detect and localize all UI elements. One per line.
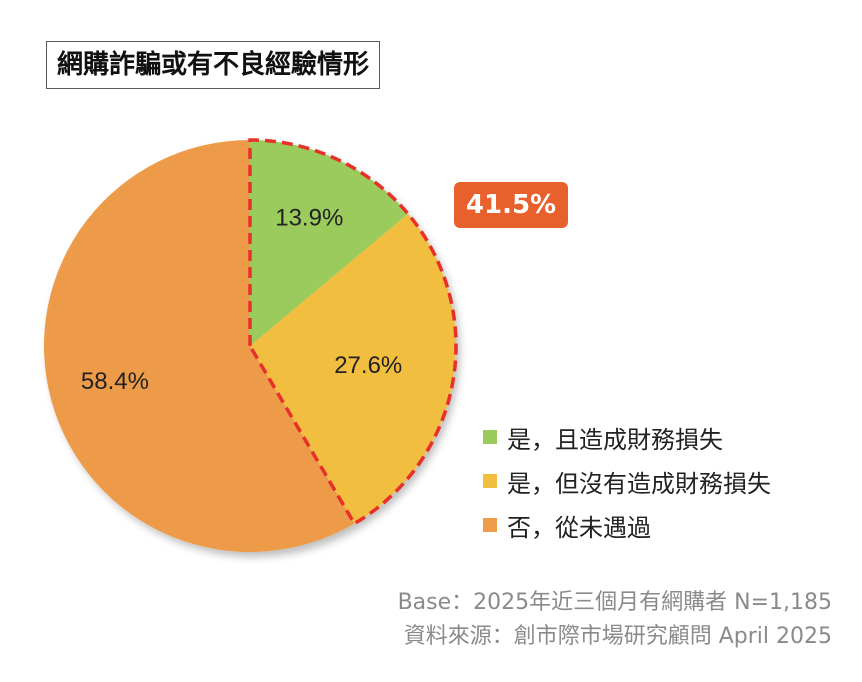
legend-label: 否，從未遇過: [507, 513, 651, 542]
legend-swatch: [483, 430, 497, 444]
legend-swatch: [483, 474, 497, 488]
legend-swatch: [483, 518, 497, 532]
legend-label: 是，且造成財務損失: [507, 425, 723, 454]
legend: 是，且造成財務損失 是，但沒有造成財務損失 否，從未遇過: [483, 415, 771, 547]
slice-label: 58.4%: [81, 368, 149, 395]
slice-label: 27.6%: [334, 352, 402, 379]
slice-label: 13.9%: [275, 205, 343, 232]
legend-label: 是，但沒有造成財務損失: [507, 469, 771, 498]
base-note: Base：2025年近三個月有網購者 N=1,185: [397, 590, 832, 615]
legend-item: 否，從未遇過: [483, 503, 771, 547]
pie-slice: [250, 213, 456, 524]
chart-title: 網購詐騙或有不良經驗情形: [46, 41, 381, 89]
source-note: 資料來源：創市際市場研究顧問 April 2025: [403, 624, 832, 649]
pie-slice: [250, 140, 409, 346]
callout-badge: 41.5%: [454, 182, 568, 228]
highlight-outline: [248, 138, 458, 526]
legend-item: 是，且造成財務損失: [483, 415, 771, 459]
footer: Base：2025年近三個月有網購者 N=1,185 資料來源：創市際市場研究顧…: [398, 586, 832, 654]
legend-item: 是，但沒有造成財務損失: [483, 459, 771, 503]
pie-slice: [43, 140, 355, 552]
